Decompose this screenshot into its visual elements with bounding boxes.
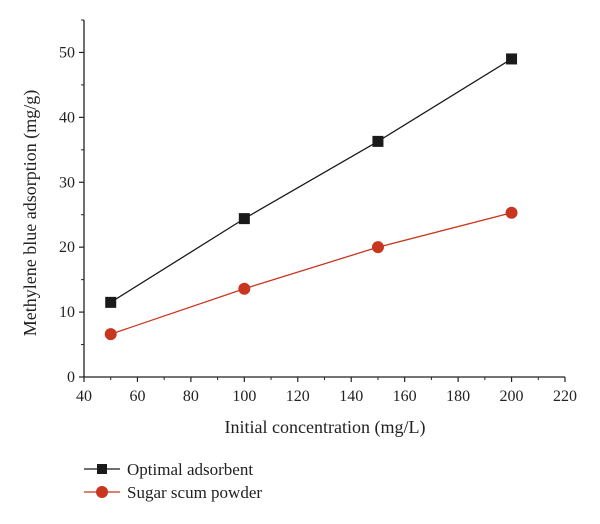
data-point (506, 53, 518, 65)
y-tick-label: 50 (59, 44, 75, 61)
data-point (238, 213, 250, 225)
series-layer (104, 53, 518, 341)
x-tick-label: 180 (446, 388, 470, 405)
x-axis-title: Initial concentration (mg/L) (225, 417, 426, 438)
legend-entry: Sugar scum powder (84, 483, 262, 502)
y-tick-label: 40 (59, 109, 75, 126)
data-point (238, 282, 251, 295)
x-tick-label: 140 (339, 388, 363, 405)
data-point (105, 296, 117, 308)
data-point (104, 328, 117, 341)
x-tick-label: 80 (183, 388, 199, 405)
x-tick-label: 100 (232, 388, 256, 405)
legend-entry: Optimal adsorbent (84, 460, 253, 479)
series-line (110, 58, 512, 303)
legend-marker (97, 464, 107, 474)
x-tick-label: 220 (553, 388, 577, 405)
data-point (371, 241, 384, 254)
legend-marker (96, 486, 108, 498)
series-2 (104, 206, 518, 341)
legend-label: Optimal adsorbent (127, 460, 253, 479)
series-line (110, 212, 512, 335)
x-tick-label: 120 (286, 388, 310, 405)
x-tick-label: 40 (76, 388, 92, 405)
data-point (505, 206, 518, 219)
data-point (372, 135, 384, 147)
legend: Optimal adsorbent Sugar scum powder (84, 460, 262, 502)
y-tick-label: 20 (59, 239, 75, 256)
series-1 (105, 53, 518, 308)
x-tick-label: 60 (129, 388, 145, 405)
y-tick-label: 30 (59, 174, 75, 191)
x-tick-label: 160 (393, 388, 417, 405)
y-tick-label: 0 (67, 369, 75, 386)
axes: 40 60 80 100 120 140 160 180 200 220 0 10 20 30 40 50 (59, 19, 577, 405)
y-axis-title: Methylene blue adsorption (mg/g) (20, 90, 41, 336)
legend-label: Sugar scum powder (127, 483, 262, 502)
y-tick-label: 10 (59, 304, 75, 321)
x-tick-label: 200 (500, 388, 524, 405)
